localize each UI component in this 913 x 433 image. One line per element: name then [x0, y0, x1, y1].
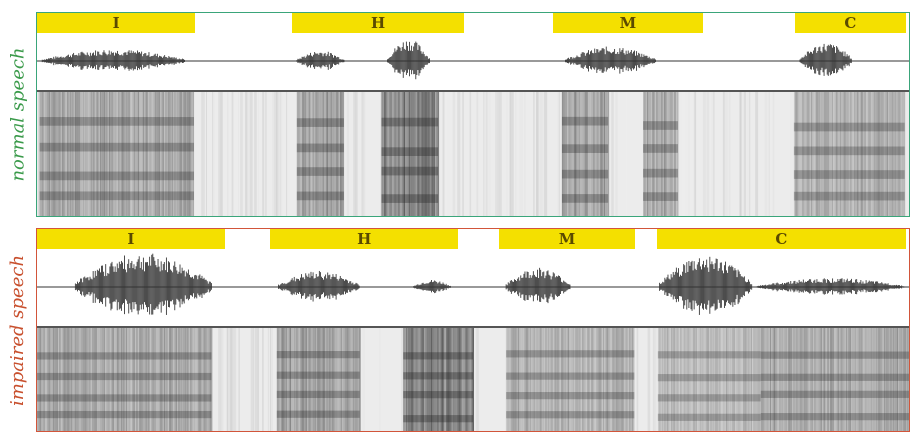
normal-spectrogram: [37, 92, 909, 216]
impaired-spectrogram-block: [403, 328, 474, 431]
normal-waveform-burst: [564, 46, 656, 74]
normal-segment-i: I: [37, 13, 196, 33]
impaired-speech-label: impaired speech: [7, 254, 29, 406]
normal-spectrogram-block: [381, 92, 440, 216]
impaired-spectrogram-block: [657, 328, 762, 431]
normal-spectrogram-block: [793, 92, 906, 216]
impaired-waveform-burst: [278, 270, 360, 302]
impaired-divider: [37, 326, 909, 328]
normal-waveform-burst: [799, 43, 852, 76]
impaired-waveform-burst: [413, 280, 451, 294]
impaired-spectrogram-block: [276, 328, 361, 431]
normal-spectrogram-block: [561, 92, 610, 216]
impaired-spectrogram: [37, 328, 909, 431]
impaired-waveform-burst: [659, 256, 753, 315]
impaired-segment-c: C: [656, 229, 906, 249]
impaired-spectrogram-block: [506, 328, 635, 431]
impaired-waveform-burst: [505, 267, 571, 304]
normal-waveform-burst: [296, 51, 345, 70]
normal-spectrogram-block: [296, 92, 345, 216]
impaired-waveform: [37, 253, 909, 315]
normal-divider: [37, 90, 909, 92]
impaired-segment-h: H: [269, 229, 459, 249]
normal-segment-h: H: [292, 13, 464, 33]
normal-speech-label: normal speech: [7, 47, 29, 182]
impaired-segment-i: I: [37, 229, 225, 249]
normal-waveform: [37, 41, 909, 80]
normal-speech-label-box: normal speech: [0, 12, 36, 217]
impaired-spectrogram-block: [37, 328, 213, 431]
normal-waveform-burst: [41, 50, 185, 71]
normal-segment-m: M: [553, 13, 703, 33]
impaired-spectrogram-block: [760, 328, 909, 431]
normal-waveform-burst: [387, 41, 430, 80]
normal-spectrogram-block: [39, 92, 195, 216]
normal-segment-c: C: [794, 13, 906, 33]
impaired-segment-m: M: [499, 229, 635, 249]
normal-spectrogram-block: [643, 92, 679, 216]
impaired-waveform-burst: [756, 278, 905, 295]
impaired-speech-label-box: impaired speech: [0, 228, 36, 432]
impaired-waveform-burst: [74, 253, 212, 315]
